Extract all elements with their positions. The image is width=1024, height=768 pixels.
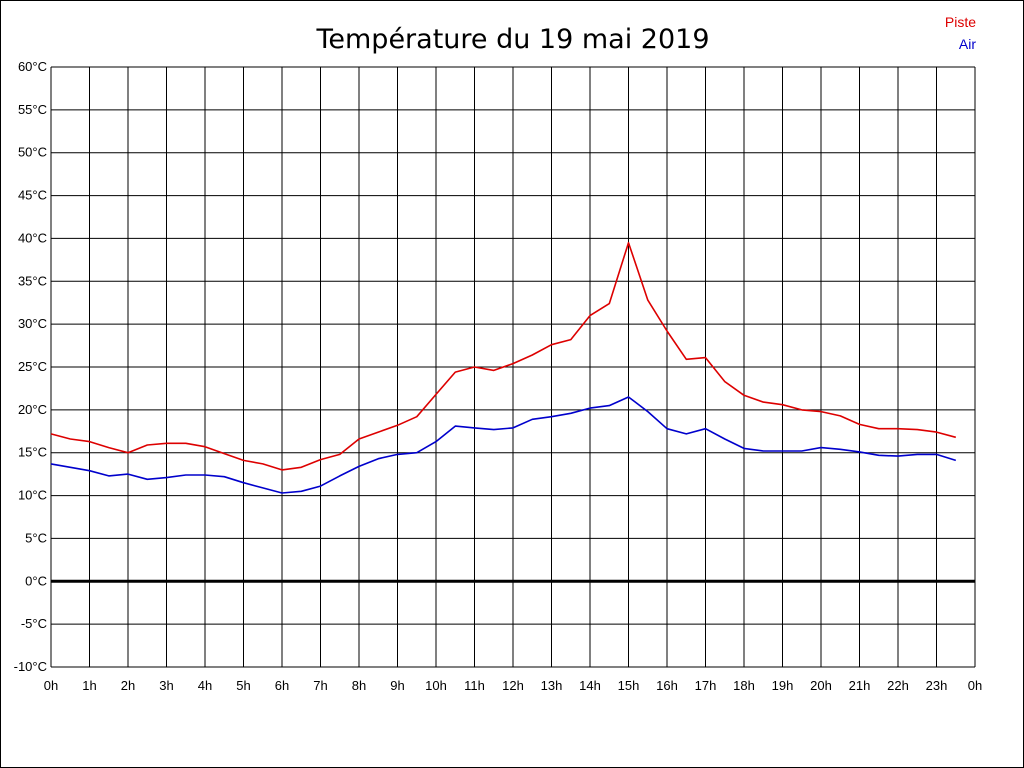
legend-entry-air: Air — [959, 36, 976, 52]
y-tick-label: 25°C — [18, 359, 47, 374]
y-tick-label: 50°C — [18, 145, 47, 160]
x-tick-label: 17h — [695, 678, 717, 693]
y-tick-label: 20°C — [18, 402, 47, 417]
x-tick-label: 18h — [733, 678, 755, 693]
x-tick-label: 15h — [618, 678, 640, 693]
series-lines — [50, 241, 957, 494]
x-tick-label: 13h — [541, 678, 563, 693]
x-tick-label: 2h — [121, 678, 135, 693]
x-tick-label: 0h — [44, 678, 58, 693]
x-tick-label: 23h — [926, 678, 948, 693]
x-tick-label: 12h — [502, 678, 524, 693]
y-tick-label: 60°C — [18, 59, 47, 74]
x-tick-label: 0h — [968, 678, 982, 693]
x-tick-label: 5h — [236, 678, 250, 693]
x-tick-label: 8h — [352, 678, 366, 693]
x-tick-label: 22h — [887, 678, 909, 693]
series-line-air — [50, 396, 957, 494]
y-tick-label: 10°C — [18, 488, 47, 503]
x-tick-label: 19h — [772, 678, 794, 693]
y-tick-label: 15°C — [18, 445, 47, 460]
x-tick-label: 10h — [425, 678, 447, 693]
legend: Piste Air — [945, 14, 976, 52]
x-tick-label: 9h — [390, 678, 404, 693]
x-tick-label: 4h — [198, 678, 212, 693]
legend-entry-piste: Piste — [945, 14, 976, 30]
x-tick-label: 1h — [82, 678, 96, 693]
x-axis-ticks: 0h 1h 2h 3h 4h 5h 6h 7h 8h 9h 10h 11h 12h 13h 14h 15h 16… — [44, 678, 982, 693]
grid — [50, 66, 976, 668]
y-tick-label: 35°C — [18, 273, 47, 288]
y-tick-label: 30°C — [18, 316, 47, 331]
y-tick-label: -10°C — [14, 659, 47, 674]
y-tick-label: -5°C — [21, 616, 47, 631]
series-line-piste — [50, 241, 957, 471]
x-tick-label: 3h — [159, 678, 173, 693]
x-tick-label: 20h — [810, 678, 832, 693]
y-tick-label: 0°C — [25, 573, 47, 588]
x-tick-label: 21h — [849, 678, 871, 693]
x-tick-label: 6h — [275, 678, 289, 693]
x-tick-label: 16h — [656, 678, 678, 693]
chart-title: Température du 19 mai 2019 — [315, 24, 709, 55]
x-tick-label: 11h — [464, 678, 485, 693]
x-tick-label: 7h — [313, 678, 327, 693]
y-tick-label: 40°C — [18, 230, 47, 245]
y-tick-label: 55°C — [18, 102, 47, 117]
y-tick-label: 5°C — [25, 530, 47, 545]
y-tick-label: 45°C — [18, 188, 47, 203]
y-axis-ticks: 60°C 55°C 50°C 45°C 40°C 35°C 30°C 25°C 20°C 15°C… — [14, 59, 47, 674]
x-tick-label: 14h — [579, 678, 601, 693]
